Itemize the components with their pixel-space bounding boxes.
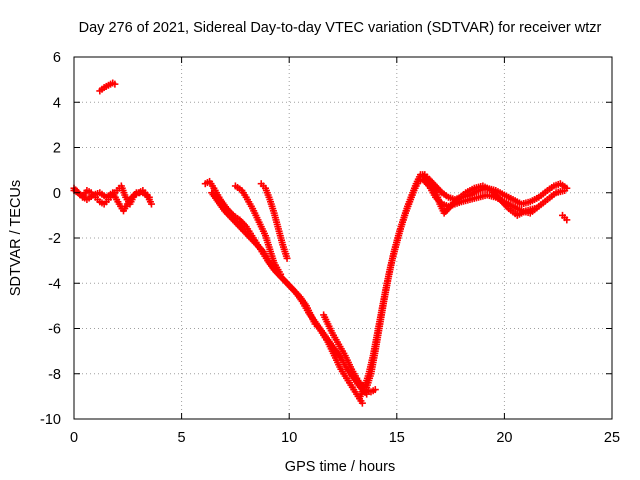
- data-point: [283, 254, 291, 262]
- y-axis-label: SDTVAR / TECUs: [8, 180, 24, 296]
- y-tick-label: -6: [48, 322, 61, 338]
- data-point: [111, 80, 119, 88]
- data-point: [371, 386, 379, 394]
- data-point: [358, 399, 366, 407]
- y-tick-label: 6: [53, 50, 61, 66]
- data-point: [277, 270, 285, 278]
- x-tick-label: 5: [178, 430, 186, 446]
- x-tick-labels: 0 5 10 15 20 25: [70, 430, 620, 446]
- x-tick-label: 15: [389, 430, 405, 446]
- y-tick-label: 2: [53, 141, 61, 157]
- x-tick-label: 0: [70, 430, 78, 446]
- data-point: [561, 186, 569, 194]
- x-axis-label: GPS time / hours: [285, 459, 395, 475]
- y-tick-label: -2: [48, 231, 61, 247]
- chart-title: Day 276 of 2021, Sidereal Day-to-day VTE…: [79, 20, 602, 36]
- data-points: [70, 79, 571, 407]
- y-tick-label: 0: [53, 186, 61, 202]
- grid: [74, 57, 612, 419]
- y-tick-labels: -10 -8 -6 -4 -2 0 2 4 6: [40, 50, 61, 428]
- x-tick-label: 20: [496, 430, 512, 446]
- plot-frame: [73, 56, 613, 420]
- data-point: [531, 205, 539, 213]
- data-point: [145, 193, 153, 201]
- data-point: [147, 200, 155, 208]
- y-tick-label: -4: [48, 276, 61, 292]
- y-tick-label: 4: [53, 95, 61, 111]
- x-tick-label: 10: [281, 430, 297, 446]
- data-point: [563, 216, 571, 224]
- x-tick-label: 25: [604, 430, 620, 446]
- y-tick-label: -10: [40, 412, 61, 428]
- y-tick-label: -8: [48, 367, 61, 383]
